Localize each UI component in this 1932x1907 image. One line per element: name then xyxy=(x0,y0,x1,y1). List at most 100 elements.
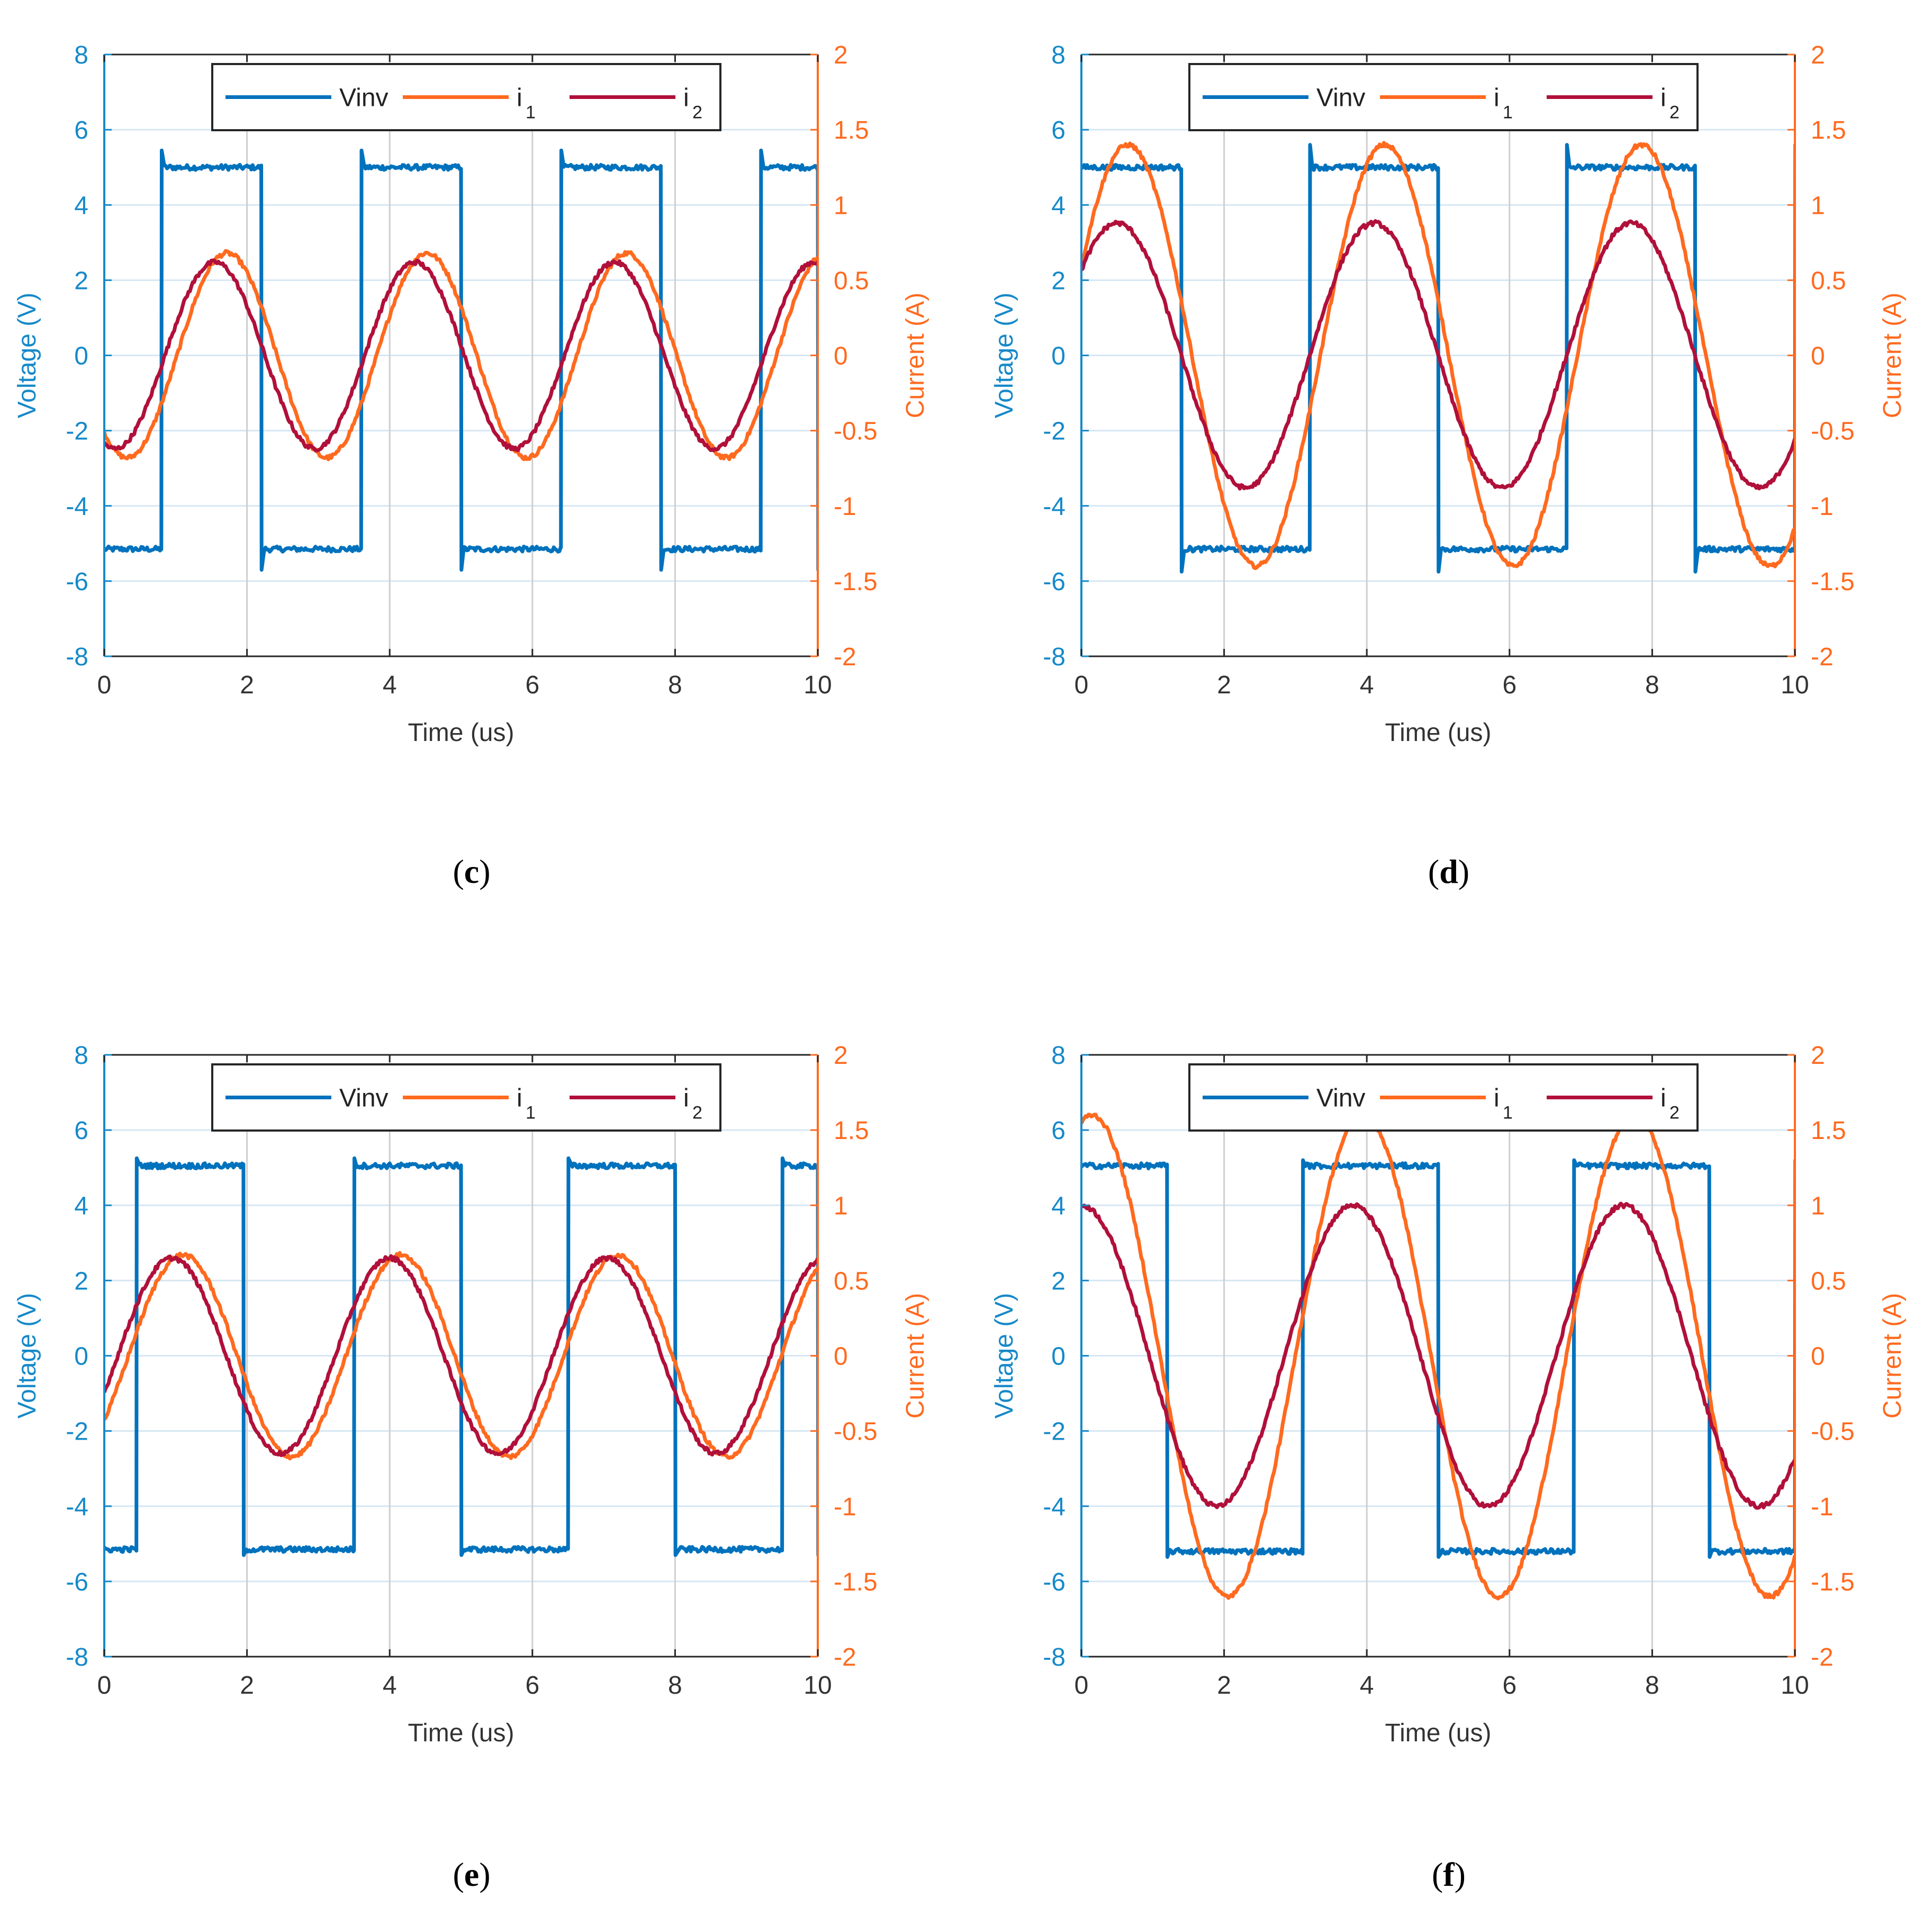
y-left-tick-label: 8 xyxy=(74,1042,88,1070)
series-line-i2 xyxy=(1081,219,1795,491)
x-tick-label: 2 xyxy=(1217,671,1231,699)
legend-i2-label: i xyxy=(1660,1084,1666,1113)
y-right-tick-label: 2 xyxy=(1811,1042,1825,1070)
y-left-tick-label: 2 xyxy=(74,267,88,295)
x-tick-label: 10 xyxy=(1781,671,1809,699)
y-right-tick-label: 1.5 xyxy=(1811,1117,1846,1145)
x-tick-label: 0 xyxy=(1075,671,1089,699)
y-left-tick-label: 0 xyxy=(1051,1343,1066,1371)
y-left-tick-label: -6 xyxy=(1043,1568,1066,1596)
data-layer xyxy=(1081,1111,1795,1601)
y-right-tick-label: 1 xyxy=(834,1192,848,1220)
y-left-tick-label: -2 xyxy=(66,1418,88,1446)
y-left-tick-label: 0 xyxy=(74,1343,88,1371)
y-right-tick-label: -0.5 xyxy=(834,1418,878,1446)
legend-vinv-label: Vinv xyxy=(1316,84,1366,112)
data-layer xyxy=(104,148,818,572)
legend-i2-label: i xyxy=(1660,84,1666,112)
caption-letter: f xyxy=(1443,1856,1455,1893)
y-left-tick-label: -4 xyxy=(66,1493,88,1521)
legend-i1-label: i xyxy=(1494,1084,1500,1113)
caption-paren: ( xyxy=(453,853,464,890)
series-line-i2 xyxy=(104,258,818,453)
caption-letter: e xyxy=(464,1856,479,1893)
y-right-tick-label: -1.5 xyxy=(834,1568,878,1596)
y-left-tick-label: 6 xyxy=(74,1117,88,1145)
y-left-tick-label: 4 xyxy=(1051,192,1066,220)
series-line-vinv xyxy=(1081,143,1795,574)
y-left-tick-label: 8 xyxy=(1051,1042,1066,1070)
panel-caption: (c) xyxy=(453,853,490,890)
legend-vinv-label: Vinv xyxy=(339,84,389,112)
caption-text: (c) xyxy=(453,853,490,890)
y-right-tick-label: -0.5 xyxy=(834,418,878,446)
caption-letter: d xyxy=(1439,853,1458,890)
x-tick-label: 0 xyxy=(1075,1671,1089,1700)
y-left-axis-label: Voltage (V) xyxy=(990,293,1018,418)
y-left-tick-label: 2 xyxy=(1051,267,1066,295)
y-right-tick-label: 2 xyxy=(834,41,848,69)
y-right-axis-label: Current (A) xyxy=(1879,1293,1907,1418)
legend-i2-label: i xyxy=(683,84,689,112)
y-right-tick-label: 2 xyxy=(1811,41,1825,69)
series-line-i2 xyxy=(104,1254,818,1458)
y-left-tick-label: 6 xyxy=(74,116,88,144)
y-right-tick-label: -2 xyxy=(834,1643,856,1671)
y-right-axis-label: Current (A) xyxy=(901,1293,929,1418)
y-right-tick-label: -2 xyxy=(834,643,856,671)
caption-text: (d) xyxy=(1428,853,1469,890)
y-left-tick-label: -4 xyxy=(66,493,88,521)
y-right-tick-label: -2 xyxy=(1811,643,1834,671)
x-tick-label: 10 xyxy=(1781,1671,1809,1700)
series-line-vinv xyxy=(104,148,818,572)
caption-letter: c xyxy=(464,853,479,890)
series-line-i1 xyxy=(1081,141,1795,571)
caption-text: (f) xyxy=(1432,1856,1466,1893)
y-right-tick-label: -1 xyxy=(834,1493,856,1521)
y-left-tick-label: 6 xyxy=(1051,116,1066,144)
x-tick-label: 8 xyxy=(668,1671,682,1700)
y-right-tick-label: -0.5 xyxy=(1811,1418,1855,1446)
y-left-tick-label: 8 xyxy=(1051,41,1066,69)
x-tick-label: 2 xyxy=(240,1671,254,1700)
legend-i1-label: i xyxy=(517,84,522,112)
y-right-tick-label: 0 xyxy=(1811,1343,1825,1371)
y-right-tick-label: -1.5 xyxy=(834,568,878,596)
y-right-tick-label: 1.5 xyxy=(834,1117,869,1145)
legend-i2-subscript: 2 xyxy=(692,1103,702,1123)
y-left-tick-label: -6 xyxy=(66,1568,88,1596)
panel-caption: (d) xyxy=(1428,853,1469,890)
y-left-tick-label: 2 xyxy=(74,1267,88,1295)
y-right-tick-label: 0 xyxy=(834,1343,848,1371)
y-left-tick-label: 0 xyxy=(1051,342,1066,370)
x-axis-label: Time (us) xyxy=(408,1719,514,1747)
y-right-tick-label: 0.5 xyxy=(1811,1267,1846,1295)
y-left-tick-label: -2 xyxy=(66,418,88,446)
y-right-tick-label: 1 xyxy=(834,192,848,220)
legend-i1-subscript: 1 xyxy=(526,103,536,123)
y-right-tick-label: 0 xyxy=(834,342,848,370)
x-tick-label: 4 xyxy=(1360,671,1374,699)
series-line-vinv xyxy=(104,1156,818,1557)
y-right-tick-label: -1.5 xyxy=(1811,568,1855,596)
y-left-tick-label: -2 xyxy=(1043,1418,1066,1446)
y-right-axis-label: Current (A) xyxy=(901,293,929,418)
y-left-tick-label: -8 xyxy=(66,643,88,671)
legend-i2-subscript: 2 xyxy=(692,103,702,123)
y-left-tick-label: -6 xyxy=(66,568,88,596)
y-right-tick-label: 1.5 xyxy=(1811,116,1846,144)
caption-paren: ( xyxy=(453,1856,464,1893)
y-left-axis-label: Voltage (V) xyxy=(13,1293,41,1418)
y-right-tick-label: 0 xyxy=(1811,342,1825,370)
x-tick-label: 4 xyxy=(1360,1671,1374,1700)
y-left-axis-label: Voltage (V) xyxy=(13,293,41,418)
y-left-tick-label: 8 xyxy=(74,41,88,69)
legend-i1-label: i xyxy=(517,1084,522,1113)
y-right-axis-label: Current (A) xyxy=(1879,293,1907,418)
legend-i2-subscript: 2 xyxy=(1669,103,1680,123)
x-tick-label: 0 xyxy=(97,671,112,699)
x-tick-label: 8 xyxy=(668,671,682,699)
y-left-tick-label: -4 xyxy=(1043,1493,1066,1521)
